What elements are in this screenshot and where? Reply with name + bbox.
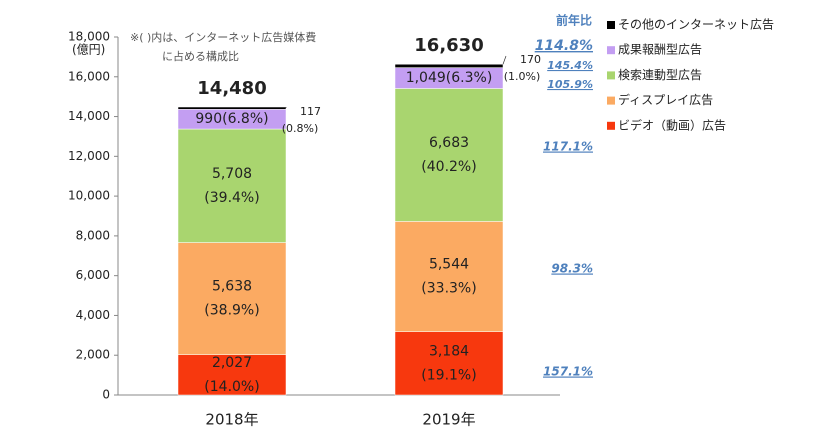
value-label: 1,049 [406, 70, 446, 86]
value-label: 990 [195, 111, 222, 127]
bar-segment [177, 354, 287, 396]
x-tick-label: 2019年 [422, 411, 475, 429]
growth-label: 105.9% [547, 78, 593, 91]
leader-line [502, 55, 507, 65]
y-tick-label: 2,000 [76, 348, 110, 362]
legend-label: 検索連動型広告 [618, 68, 702, 82]
value-label: 3,184 [429, 343, 469, 359]
percent-label: (33.3%) [421, 281, 476, 297]
bar-segment [394, 221, 504, 332]
value-label: 5,544 [429, 257, 469, 273]
legend-marker [607, 46, 615, 55]
percent-label: (14.0%) [204, 379, 259, 395]
legend-label: ディスプレイ広告 [618, 92, 713, 107]
bar-segment [177, 106, 287, 110]
annotation: ※( )内は、インターネット広告媒体費 [130, 30, 316, 44]
total-label: 14,480 [197, 78, 266, 99]
bar-segment [177, 242, 287, 355]
value-label: 170 [520, 53, 541, 66]
y-unit: (億円) [72, 43, 105, 57]
value-label: 2,027 [212, 355, 252, 371]
total-label: 16,630 [414, 35, 483, 56]
bar-segment [177, 128, 287, 243]
total-growth-label: 114.8% [535, 38, 593, 54]
legend-label: ビデオ（動画）広告 [618, 117, 726, 132]
legend-label: その他のインターネット広告 [618, 18, 774, 32]
percent-label: (1.0%) [504, 70, 541, 83]
percent-label: (19.1%) [421, 367, 476, 383]
y-tick-label: 4,000 [76, 308, 110, 322]
y-tick-label: 6,000 [76, 268, 110, 282]
legend-marker [607, 121, 615, 130]
legend-marker [607, 21, 615, 29]
y-tick-label: 0 [102, 388, 110, 402]
percent-label: (39.4%) [204, 190, 259, 206]
segment-label: 990(6.8%) [195, 111, 268, 127]
percent-label: (6.3%) [446, 70, 493, 86]
y-tick-label: 12,000 [68, 149, 110, 163]
percent-label: (38.9%) [204, 303, 259, 319]
growth-label: 98.3% [551, 262, 593, 276]
bar-segment [394, 88, 504, 222]
value-label: 5,708 [212, 166, 252, 182]
growth-label: 157.1% [543, 365, 593, 379]
legend-marker [607, 96, 615, 105]
percent-label: (40.2%) [421, 159, 476, 175]
growth-label: 145.4% [547, 59, 593, 72]
legend-marker [607, 71, 615, 80]
segment-label: 1,049(6.3%) [406, 70, 493, 86]
value-label: 117 [300, 105, 321, 118]
value-label: 5,638 [212, 279, 252, 295]
percent-label: (0.8%) [282, 122, 319, 135]
y-tick-label: 10,000 [68, 189, 110, 203]
y-tick-label: 18,000 [68, 30, 110, 44]
y-tick-label: 8,000 [76, 228, 110, 242]
legend-label: 成果報酬型広告 [618, 43, 702, 57]
bar-segment [394, 331, 504, 396]
y-tick-label: 14,000 [68, 109, 110, 123]
growth-label: 117.1% [543, 140, 593, 154]
value-label: 6,683 [429, 135, 469, 151]
annotation: に占める構成比 [162, 49, 239, 63]
yoy-title: 前年比 [556, 13, 592, 28]
bar-segment [394, 63, 504, 68]
y-tick-label: 16,000 [68, 69, 110, 83]
x-tick-label: 2018年 [205, 411, 258, 429]
percent-label: (6.8%) [222, 111, 269, 127]
